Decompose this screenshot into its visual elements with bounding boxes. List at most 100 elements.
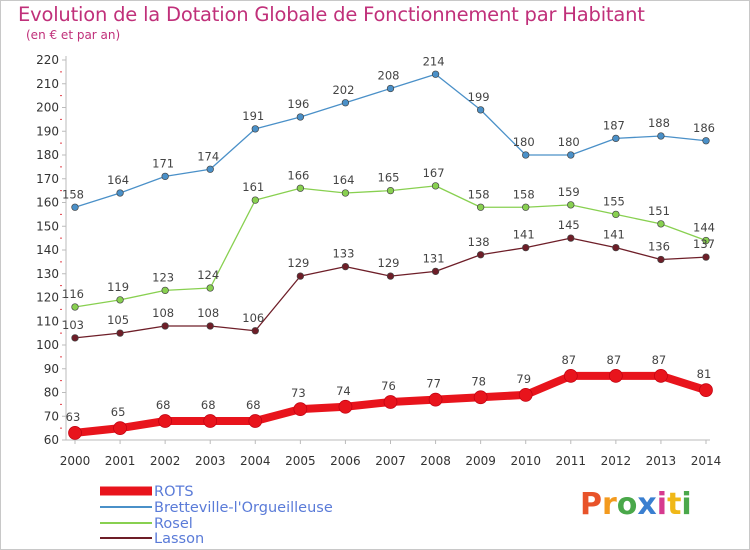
data-point <box>522 243 530 252</box>
data-label: 196 <box>287 97 309 111</box>
y-tick-label: 150 <box>36 219 59 233</box>
data-label: 116 <box>62 287 84 301</box>
data-label: 87 <box>561 353 576 367</box>
data-point <box>518 388 533 402</box>
data-point <box>657 132 665 140</box>
data-point <box>386 272 395 280</box>
data-label: 105 <box>107 313 129 327</box>
x-tick-label: 2002 <box>150 454 181 468</box>
data-point <box>431 267 440 276</box>
data-label: 108 <box>197 306 219 320</box>
series-lasson: 103 105 108 108 106 129 133 129 131 138 141 145 141 1… <box>62 218 715 342</box>
data-point <box>657 255 665 264</box>
data-label: 151 <box>648 204 670 218</box>
y-tick-label: 130 <box>36 267 59 281</box>
data-label: 119 <box>107 280 129 294</box>
legend-item: ROTS <box>100 484 194 500</box>
data-label: 214 <box>423 54 445 68</box>
data-point <box>386 84 395 93</box>
data-point <box>522 151 530 159</box>
data-point <box>161 172 169 181</box>
x-tick-label: 2010 <box>510 454 541 468</box>
data-point <box>71 203 79 211</box>
data-label: 208 <box>378 69 400 83</box>
y-tick-label: 80 <box>44 386 59 400</box>
y-tick-label: 60 <box>44 433 59 447</box>
series-bretteville-l-orgueilleuse: 158 164 171 174 191 196 202 208 214 199 180 180 187 1… <box>62 54 715 211</box>
data-label: 166 <box>287 168 309 182</box>
data-point <box>612 134 620 143</box>
logo-letter: t <box>667 487 682 522</box>
data-label: 129 <box>378 256 400 270</box>
data-point <box>71 334 79 342</box>
data-point <box>386 186 395 195</box>
data-point <box>522 203 530 211</box>
x-tick-label: 2005 <box>285 454 316 468</box>
data-point <box>702 253 710 261</box>
data-point <box>341 262 350 271</box>
data-label: 136 <box>648 240 670 254</box>
y-tick-label: 120 <box>36 291 59 305</box>
y-tick-label: 90 <box>44 362 59 376</box>
y-tick-label: 140 <box>36 243 59 257</box>
data-label: 103 <box>62 318 84 332</box>
data-label: 167 <box>423 166 445 180</box>
data-label: 138 <box>468 235 490 249</box>
data-point <box>476 251 485 259</box>
data-point <box>702 137 710 145</box>
legend-label: Lasson <box>154 531 204 547</box>
data-point <box>161 286 169 295</box>
data-point <box>654 369 668 383</box>
data-point <box>203 414 218 428</box>
data-label: 144 <box>693 221 715 235</box>
x-tick-label: 2006 <box>330 454 361 468</box>
data-label: 155 <box>603 194 625 208</box>
data-label: 76 <box>381 379 396 393</box>
data-point <box>116 296 124 304</box>
data-point <box>699 383 713 397</box>
data-point <box>567 234 575 242</box>
data-point <box>251 125 259 133</box>
data-label: 78 <box>471 374 486 388</box>
data-label: 68 <box>201 398 216 412</box>
logo-letter: i <box>681 487 692 522</box>
data-label: 87 <box>652 353 667 367</box>
legend-item: Lasson <box>100 531 204 547</box>
y-tick-label: 100 <box>36 338 59 352</box>
data-point <box>116 189 124 197</box>
data-point <box>612 243 620 252</box>
x-tick-label: 2008 <box>420 454 451 468</box>
chart-title: Evolution de la Dotation Globale de Fonc… <box>18 3 645 26</box>
data-label: 161 <box>242 180 264 194</box>
series-layer: 158 164 171 174 191 196 202 208 214 199 180 180 187 1… <box>62 54 715 440</box>
data-point <box>473 390 488 405</box>
y-tick-label: 210 <box>36 77 59 91</box>
data-point <box>206 165 214 173</box>
data-point <box>341 99 350 107</box>
data-point <box>296 113 305 121</box>
y-tick-label: 180 <box>36 148 59 162</box>
data-label: 141 <box>513 228 535 242</box>
x-tick-label: 2007 <box>375 454 406 468</box>
data-point <box>657 220 665 228</box>
y-tick-label: 110 <box>36 314 59 328</box>
data-label: 191 <box>242 109 264 123</box>
data-point <box>68 426 82 440</box>
series-rots: 63 65 68 68 68 73 74 76 77 78 79 87 87 87 81 <box>66 353 713 440</box>
data-label: 123 <box>152 270 174 284</box>
data-label: 187 <box>603 118 625 132</box>
data-point <box>612 210 620 219</box>
data-label: 108 <box>152 306 174 320</box>
data-point <box>116 329 124 337</box>
data-point <box>161 322 169 330</box>
legend-label: Rosel <box>154 516 193 532</box>
x-tick-label: 2004 <box>240 454 271 468</box>
data-label: 174 <box>197 149 219 163</box>
x-tick-label: 2011 <box>556 454 587 468</box>
data-label: 164 <box>107 173 129 187</box>
legend-label: Bretteville-l'Orgueilleuse <box>154 500 333 516</box>
y-tick-label: 170 <box>36 172 59 186</box>
series-rosel: 116 119 123 124 161 166 164 165 167 158 158 159 155 1… <box>62 166 715 311</box>
legend-item: Rosel <box>100 516 193 532</box>
data-point <box>158 414 172 428</box>
